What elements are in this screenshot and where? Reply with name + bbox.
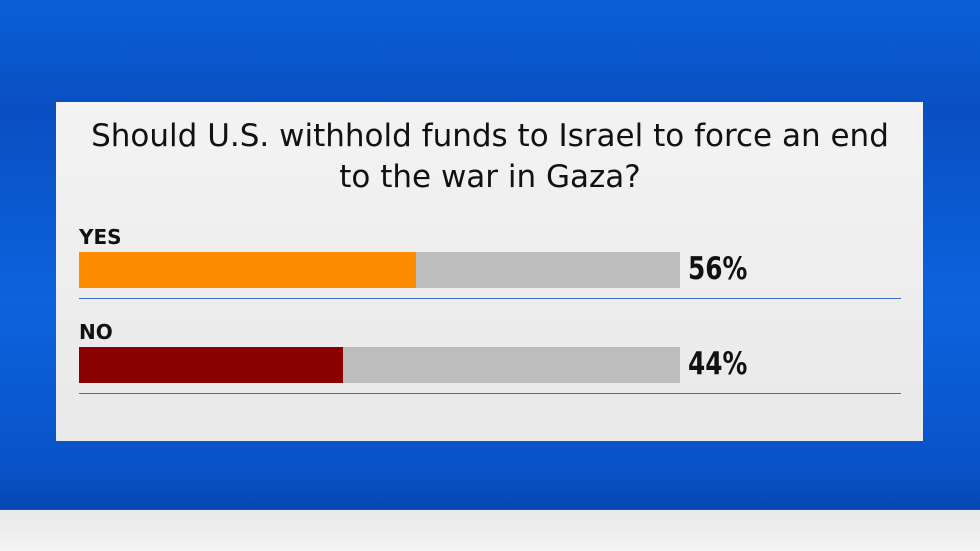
- bar: [79, 252, 416, 288]
- chart-title: Should U.S. withhold funds to Israel to …: [91, 118, 889, 195]
- option-label: YES: [79, 225, 122, 249]
- value-label: 44%: [688, 346, 748, 382]
- value-label: 56%: [688, 251, 748, 287]
- separator: [79, 393, 901, 394]
- option-label: NO: [79, 320, 113, 344]
- bar-track: [79, 252, 680, 288]
- bar-track: [79, 347, 680, 383]
- separator: [79, 298, 901, 299]
- bar: [79, 347, 344, 383]
